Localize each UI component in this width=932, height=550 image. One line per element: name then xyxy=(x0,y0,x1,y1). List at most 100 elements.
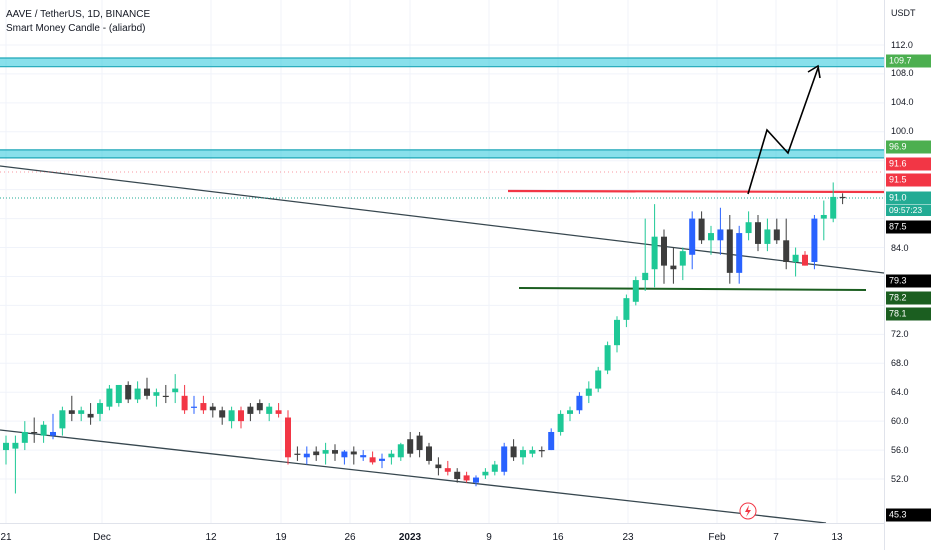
candle[interactable] xyxy=(454,468,461,483)
candle[interactable] xyxy=(604,341,611,375)
candle[interactable] xyxy=(529,446,536,458)
candle[interactable] xyxy=(219,406,226,425)
candle[interactable] xyxy=(717,207,724,255)
candle[interactable] xyxy=(632,276,639,306)
candle[interactable] xyxy=(745,211,752,241)
candle[interactable] xyxy=(68,395,75,422)
candle[interactable] xyxy=(115,384,122,407)
candle[interactable] xyxy=(238,406,244,429)
time-axis[interactable]: 21 Dec 12 19 26 2023 9 16 23 Feb 7 13 xyxy=(0,523,884,550)
candle[interactable] xyxy=(567,406,573,422)
candle[interactable] xyxy=(557,410,564,436)
candle[interactable] xyxy=(397,442,404,461)
candle[interactable] xyxy=(332,444,338,461)
candle[interactable] xyxy=(426,442,432,465)
candle[interactable] xyxy=(97,399,103,422)
candle[interactable] xyxy=(200,395,207,414)
candle[interactable] xyxy=(764,218,771,252)
candle[interactable] xyxy=(31,417,38,443)
candle[interactable] xyxy=(463,471,470,483)
candle[interactable] xyxy=(388,450,395,465)
indicator-title[interactable]: Smart Money Candle - (aliarbd) xyxy=(6,23,146,34)
candle[interactable] xyxy=(839,193,846,205)
candle[interactable] xyxy=(134,381,141,404)
support-line[interactable] xyxy=(518,287,867,291)
candle[interactable] xyxy=(755,214,761,252)
candle[interactable] xyxy=(670,247,677,284)
candle[interactable] xyxy=(708,225,714,255)
symbol-title[interactable]: AAVE / TetherUS, 1D, BINANCE xyxy=(6,9,151,20)
candle[interactable] xyxy=(360,450,367,461)
candle[interactable] xyxy=(3,435,9,465)
lower-trendline[interactable] xyxy=(0,429,827,523)
candle[interactable] xyxy=(491,460,498,476)
price-chart-plot[interactable] xyxy=(0,0,884,523)
candle[interactable] xyxy=(435,457,442,476)
candle[interactable] xyxy=(21,421,28,451)
candle[interactable] xyxy=(87,403,94,425)
candle[interactable] xyxy=(802,251,808,266)
candle[interactable] xyxy=(623,294,630,328)
candle[interactable] xyxy=(473,475,479,487)
candle[interactable] xyxy=(820,200,827,241)
price-axis[interactable]: USDT 112.0 108.0 104.0 100.0 84.0 72.0 6… xyxy=(884,0,932,550)
candle[interactable] xyxy=(12,435,19,494)
candle[interactable] xyxy=(369,451,376,465)
candle[interactable] xyxy=(106,384,113,411)
supply-zone[interactable] xyxy=(0,149,884,158)
candle[interactable] xyxy=(698,211,705,244)
candle[interactable] xyxy=(228,406,235,429)
candle[interactable] xyxy=(294,446,301,461)
candle[interactable] xyxy=(595,366,602,393)
candle[interactable] xyxy=(285,410,291,465)
candle[interactable] xyxy=(303,446,310,465)
resistance-line[interactable] xyxy=(507,189,884,194)
candle[interactable] xyxy=(416,431,423,458)
candle[interactable] xyxy=(50,413,56,440)
candle[interactable] xyxy=(830,182,837,223)
candle[interactable] xyxy=(313,446,320,461)
candle[interactable] xyxy=(520,446,526,465)
candle[interactable] xyxy=(689,211,696,270)
candle[interactable] xyxy=(78,406,85,422)
candle[interactable] xyxy=(379,453,385,469)
candle[interactable] xyxy=(548,428,555,451)
candle[interactable] xyxy=(40,421,47,443)
candle[interactable] xyxy=(736,225,743,284)
candle[interactable] xyxy=(444,460,451,476)
candle[interactable] xyxy=(792,247,799,277)
candle[interactable] xyxy=(642,218,649,291)
candle[interactable] xyxy=(773,218,780,244)
candle[interactable] xyxy=(144,377,150,400)
candle[interactable] xyxy=(585,381,592,404)
candle[interactable] xyxy=(811,214,818,270)
candle[interactable] xyxy=(783,218,790,270)
candle[interactable] xyxy=(576,392,583,414)
candle[interactable] xyxy=(275,403,282,418)
candle[interactable] xyxy=(209,403,216,418)
candle[interactable] xyxy=(59,406,66,436)
candle[interactable] xyxy=(247,403,254,422)
candle[interactable] xyxy=(125,381,132,404)
candle[interactable] xyxy=(256,399,263,414)
candle[interactable] xyxy=(679,247,686,281)
candle[interactable] xyxy=(266,403,273,422)
candle[interactable] xyxy=(726,214,733,284)
candle[interactable] xyxy=(510,439,517,461)
candle[interactable] xyxy=(651,204,658,288)
candle[interactable] xyxy=(181,384,188,414)
lightning-icon[interactable] xyxy=(739,502,757,520)
candle[interactable] xyxy=(501,442,508,476)
candle[interactable] xyxy=(661,229,667,284)
candle[interactable] xyxy=(172,374,179,404)
candle[interactable] xyxy=(341,450,348,465)
candle[interactable] xyxy=(162,384,169,404)
candle[interactable] xyxy=(191,395,197,414)
supply-zone[interactable] xyxy=(0,58,884,67)
candle[interactable] xyxy=(614,316,620,353)
candle[interactable] xyxy=(482,468,489,479)
candle[interactable] xyxy=(538,446,545,458)
candle[interactable] xyxy=(153,388,160,407)
candle[interactable] xyxy=(322,442,329,465)
candle[interactable] xyxy=(407,431,414,458)
